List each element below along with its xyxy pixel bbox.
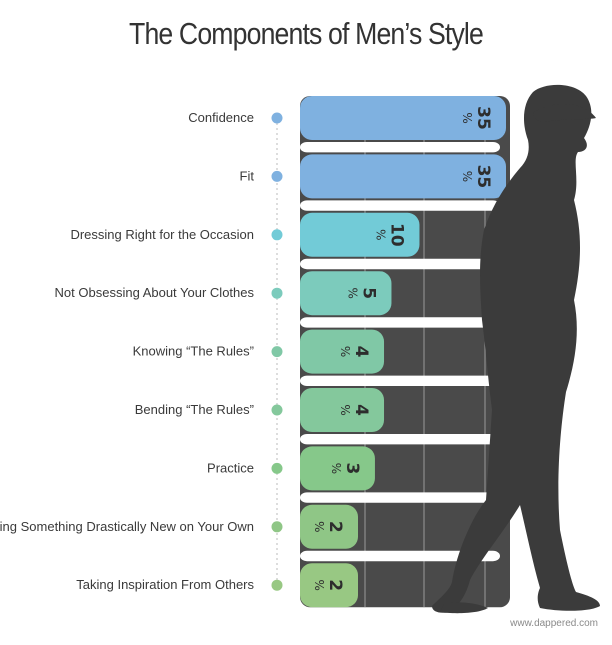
data-label-percent: % — [374, 229, 388, 240]
data-label-value: 2 — [325, 579, 345, 591]
data-label-percent: % — [461, 171, 475, 182]
bars: 35%35%10%5%4%4%3%2%2% — [300, 96, 506, 608]
data-label-percent: % — [313, 579, 327, 590]
data-label: 2% — [313, 521, 345, 533]
bar — [300, 96, 506, 140]
data-label: 5% — [346, 287, 378, 299]
data-label: 3% — [330, 462, 362, 474]
data-label-value: 35 — [473, 165, 493, 189]
data-label: 35% — [461, 106, 493, 130]
bar — [300, 388, 385, 432]
bar — [300, 563, 358, 608]
category-marker — [271, 404, 283, 416]
category-marker — [271, 229, 283, 241]
category-marker — [271, 112, 283, 124]
category-marker — [271, 579, 283, 591]
bar — [300, 212, 420, 257]
data-label-percent: % — [339, 404, 353, 415]
data-label-percent: % — [346, 287, 360, 298]
source-credit: www.dappered.com — [510, 618, 598, 629]
bar-gap — [300, 317, 500, 328]
bar-gap — [300, 492, 500, 503]
data-label-percent: % — [313, 521, 327, 532]
bar-gap — [300, 434, 500, 445]
data-label-value: 35 — [473, 106, 493, 130]
bar — [300, 329, 385, 374]
man-silhouette-icon — [432, 84, 600, 614]
category-label: Bending “The Rules” — [135, 402, 254, 417]
category-marker — [271, 170, 283, 182]
data-label-value: 4 — [351, 404, 371, 416]
bar-gap — [300, 142, 500, 153]
data-label-percent: % — [339, 346, 353, 357]
bar-gap — [300, 258, 500, 270]
data-label: 10% — [374, 223, 406, 247]
data-label: 4% — [339, 404, 371, 416]
data-label-value: 3 — [342, 462, 362, 474]
data-label-percent: % — [330, 463, 344, 474]
category-marker — [271, 462, 283, 474]
data-label-value: 10 — [386, 223, 406, 247]
data-label-value: 2 — [325, 521, 345, 533]
category-label: Practice — [207, 460, 254, 475]
category-label: Knowing “The Rules” — [133, 344, 254, 359]
category-marker — [271, 346, 283, 358]
bar — [300, 446, 375, 491]
bar — [300, 271, 392, 316]
data-label: 35% — [461, 165, 493, 189]
data-label: 2% — [313, 579, 345, 591]
category-label: Confidence — [188, 110, 254, 125]
bar — [300, 154, 506, 199]
bar — [300, 504, 358, 549]
category-label: Trying Something Drastically New on Your… — [0, 519, 254, 534]
category-label: Taking Inspiration From Others — [76, 577, 254, 592]
data-label-percent: % — [461, 112, 475, 123]
data-label-value: 5 — [358, 287, 378, 299]
data-label: 4% — [339, 346, 371, 358]
data-label-value: 4 — [351, 346, 371, 358]
category-label: Fit — [240, 168, 255, 183]
bar-gap — [300, 200, 500, 211]
category-label: Not Obsessing About Your Clothes — [55, 285, 255, 300]
bar-gap — [300, 550, 500, 562]
category-marker — [271, 287, 283, 299]
category-markers — [271, 112, 283, 591]
bar-gap — [300, 375, 500, 386]
category-label: Dressing Right for the Occasion — [70, 227, 254, 242]
category-labels: Confidence Fit Dressing Right for the Occa… — [0, 110, 255, 592]
chart-title: The Components of Men’s Style — [129, 16, 484, 51]
category-marker — [271, 521, 283, 533]
